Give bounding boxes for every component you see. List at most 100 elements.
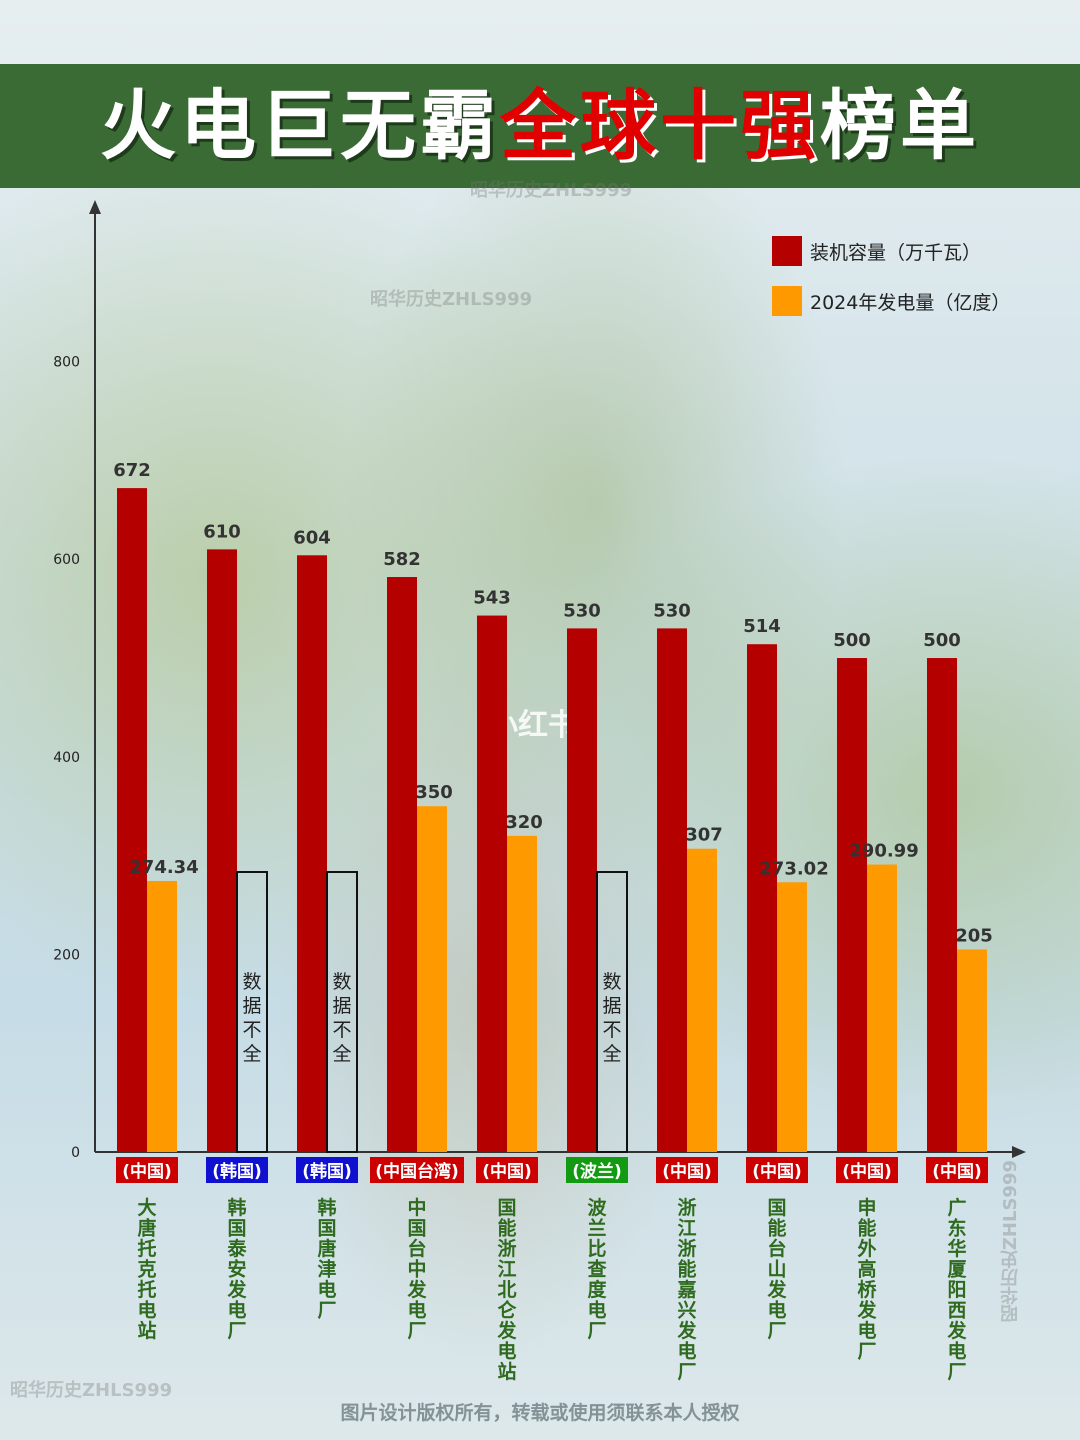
plant-name-char: 发	[226, 1278, 247, 1301]
plant-name-char: 韩	[227, 1196, 246, 1219]
bar-generation	[957, 949, 987, 1152]
missing-data-char: 不	[242, 1019, 261, 1041]
missing-data-char: 全	[332, 1043, 351, 1065]
legend-item-capacity: 装机容量（万千瓦）	[772, 234, 1010, 268]
bar-capacity	[747, 644, 777, 1152]
missing-data-char: 据	[332, 995, 351, 1017]
plant-name-char: 电	[587, 1299, 606, 1322]
bar-capacity	[477, 615, 507, 1152]
plant-name-char: 厂	[317, 1300, 336, 1322]
plant-name-char: 克	[137, 1258, 156, 1281]
missing-data-box	[326, 871, 358, 1153]
plant-name-char: 高	[857, 1258, 876, 1281]
country-label: (波兰)	[572, 1161, 622, 1182]
plant-name-char: 发	[676, 1319, 697, 1342]
data-label-capacity: 672	[113, 460, 151, 481]
bar-generation	[417, 806, 447, 1152]
y-tick-label: 800	[53, 355, 80, 371]
bar-generation	[777, 882, 807, 1152]
x-axis-arrow	[1012, 1146, 1026, 1158]
data-label-generation: 307	[685, 825, 723, 846]
country-label: (中国)	[122, 1161, 172, 1182]
plant-name-char: 厂	[407, 1320, 426, 1342]
footer-copyright: 图片设计版权所有，转载或使用须联系本人授权	[340, 1402, 740, 1424]
plant-name-char: 华	[947, 1237, 966, 1260]
plant-name-char: 厦	[947, 1259, 967, 1281]
plant-name-char: 津	[317, 1258, 336, 1281]
title-bar: 火电巨无霸 全球十强 榜单	[0, 64, 1080, 188]
missing-data-char: 数	[602, 971, 621, 993]
plant-name-char: 外	[857, 1237, 876, 1260]
country-badge	[836, 1157, 898, 1183]
bar-generation	[507, 835, 537, 1152]
title-part3: 榜单	[820, 81, 980, 170]
bar-generation	[147, 880, 177, 1152]
plant-name-char: 西	[947, 1300, 966, 1322]
plant-name-char: 站	[137, 1319, 156, 1342]
plant-name-char: 国	[497, 1197, 516, 1219]
plant-name-char: 波	[587, 1196, 607, 1219]
plant-name-char: 厂	[767, 1320, 786, 1342]
plant-name-char: 能	[677, 1258, 696, 1281]
legend-swatch-capacity	[772, 236, 802, 266]
country-label: (中国)	[842, 1161, 892, 1182]
plant-name-char: 能	[497, 1217, 516, 1240]
missing-data-char: 不	[602, 1019, 621, 1041]
country-badge	[476, 1157, 538, 1183]
data-label-capacity: 543	[473, 588, 511, 609]
country-label: (韩国)	[212, 1161, 262, 1182]
watermark-bottom: 昭华历史ZHLS999	[10, 1380, 173, 1401]
country-badge	[296, 1157, 358, 1183]
missing-data-char: 数	[332, 971, 351, 993]
plant-name-char: 唐	[317, 1237, 336, 1260]
data-label-generation: 290.99	[849, 841, 918, 862]
plant-name-char: 中	[407, 1196, 426, 1219]
legend-label-generation: 2024年发电量（亿度）	[810, 291, 1011, 314]
data-label-capacity: 500	[923, 630, 961, 651]
plant-name-char: 发	[766, 1278, 787, 1301]
plant-name-char: 北	[497, 1279, 516, 1301]
data-label-generation: 273.02	[759, 858, 828, 879]
plant-name-char: 浙	[497, 1237, 516, 1260]
plant-name-char: 电	[407, 1299, 426, 1322]
data-label-capacity: 500	[833, 630, 871, 651]
data-label-capacity: 582	[383, 549, 421, 570]
plant-name-char: 厂	[587, 1320, 606, 1342]
plant-name-char: 托	[137, 1238, 156, 1260]
bar-capacity	[117, 488, 147, 1152]
plant-name-char: 广	[947, 1196, 966, 1219]
country-label: (韩国)	[302, 1161, 352, 1182]
plant-name-char: 电	[767, 1299, 786, 1322]
country-badge	[566, 1157, 628, 1183]
legend: 装机容量（万千瓦） 2024年发电量（亿度）	[772, 234, 1010, 334]
data-label-capacity: 530	[653, 600, 691, 621]
plant-name-char: 安	[227, 1258, 246, 1281]
plant-name-char: 桥	[857, 1278, 877, 1301]
missing-data-char: 据	[242, 995, 261, 1017]
country-label: (中国)	[662, 1161, 712, 1182]
plant-name-char: 兰	[587, 1217, 606, 1240]
plant-name-char: 江	[497, 1259, 516, 1281]
country-badge	[746, 1157, 808, 1183]
plant-name-char: 阳	[947, 1279, 966, 1301]
plant-name-char: 发	[946, 1319, 967, 1342]
plant-name-char: 台	[407, 1237, 426, 1260]
plant-name-char: 电	[947, 1340, 966, 1363]
plant-name-char: 电	[857, 1319, 876, 1342]
plant-name-char: 仑	[497, 1299, 517, 1322]
plant-name-char: 国	[227, 1218, 246, 1240]
title-part2: 全球十强	[500, 81, 820, 170]
y-tick-label: 200	[53, 947, 80, 963]
y-tick-label: 400	[53, 750, 80, 766]
bar-capacity	[657, 628, 687, 1152]
y-axis-arrow	[89, 200, 101, 214]
country-badge	[116, 1157, 178, 1183]
bar-generation	[867, 864, 897, 1152]
plant-name-char: 国	[407, 1218, 426, 1240]
plant-name-char: 发	[406, 1278, 427, 1301]
missing-data-char: 全	[242, 1043, 261, 1065]
legend-swatch-generation	[772, 286, 802, 316]
plant-name-char: 发	[496, 1319, 517, 1342]
plant-name-char: 站	[497, 1360, 516, 1383]
